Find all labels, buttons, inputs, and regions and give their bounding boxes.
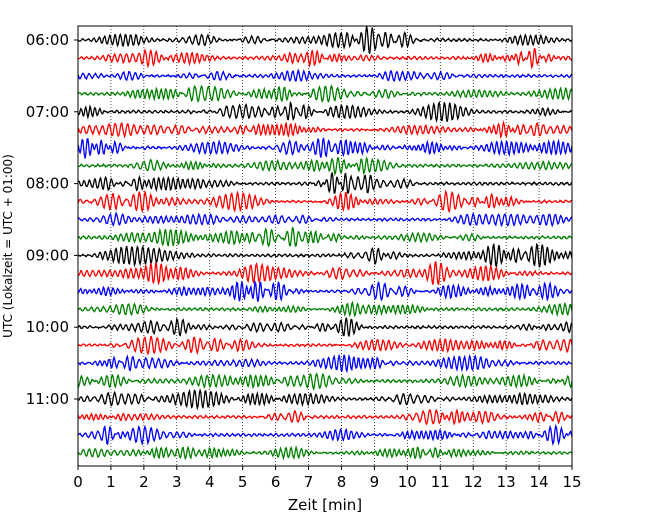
seismogram-trace	[77, 211, 573, 228]
y-tick-label: 10:00	[26, 318, 69, 336]
seismogram-trace	[77, 279, 573, 302]
seismogram-trace	[77, 156, 573, 177]
seismogram-trace	[77, 335, 573, 356]
x-tick-label: 3	[172, 473, 182, 491]
x-tick-label: 1	[106, 473, 116, 491]
y-tick-label: 08:00	[26, 175, 69, 193]
x-tick-label: 9	[370, 473, 380, 491]
x-axis-ticks: 0 1 2 3 4 5 6 7 8 9 10 11 12 13 14 15	[73, 466, 582, 491]
x-tick-label: 12	[464, 473, 483, 491]
seismogram-trace	[77, 25, 573, 54]
seismogram-trace	[77, 226, 573, 248]
seismogram-trace	[77, 444, 573, 461]
seismogram-trace	[77, 68, 573, 83]
seismogram-trace	[77, 260, 573, 286]
plot-frame	[77, 25, 573, 467]
x-tick-label: 7	[304, 473, 314, 491]
y-axis-ticks: 06:00 07:00 08:00 09:00 10:00 11:00	[26, 31, 78, 408]
seismogram-traces	[77, 25, 573, 461]
seismogram-trace	[77, 47, 573, 70]
x-tick-label: 13	[497, 473, 516, 491]
y-tick-label: 07:00	[26, 103, 69, 121]
x-tick-label: 11	[431, 473, 450, 491]
seismogram-trace	[77, 423, 573, 446]
seismogram-trace	[77, 242, 573, 268]
seismogram-trace	[77, 353, 573, 374]
y-tick-label: 11:00	[26, 390, 69, 408]
vertical-grid	[110, 26, 540, 466]
seismogram-trace	[77, 120, 573, 139]
x-tick-label: 15	[562, 473, 581, 491]
seismogram-trace	[77, 172, 573, 194]
seismogram-trace	[77, 372, 573, 391]
x-tick-label: 4	[205, 473, 215, 491]
seismogram-trace	[77, 84, 573, 104]
y-tick-label: 09:00	[26, 246, 69, 264]
x-tick-label: 10	[398, 473, 417, 491]
y-axis-label: UTC (Lokalzeit = UTC + 01:00)	[1, 154, 15, 338]
x-axis-label: Zeit [min]	[288, 496, 362, 514]
y-tick-label: 06:00	[26, 31, 69, 49]
seismogram-trace	[77, 136, 573, 159]
x-tick-label: 8	[337, 473, 347, 491]
seismogram-trace	[77, 317, 573, 337]
seismogram-trace	[77, 300, 573, 318]
seismogram-trace	[77, 408, 573, 426]
x-tick-label: 14	[530, 473, 549, 491]
x-tick-label: 6	[271, 473, 281, 491]
x-tick-label: 0	[73, 473, 83, 491]
seismogram-trace	[77, 388, 573, 411]
x-tick-label: 5	[238, 473, 248, 491]
seismogram-trace	[77, 100, 573, 124]
x-tick-label: 2	[139, 473, 149, 491]
seismogram-trace	[77, 189, 573, 214]
